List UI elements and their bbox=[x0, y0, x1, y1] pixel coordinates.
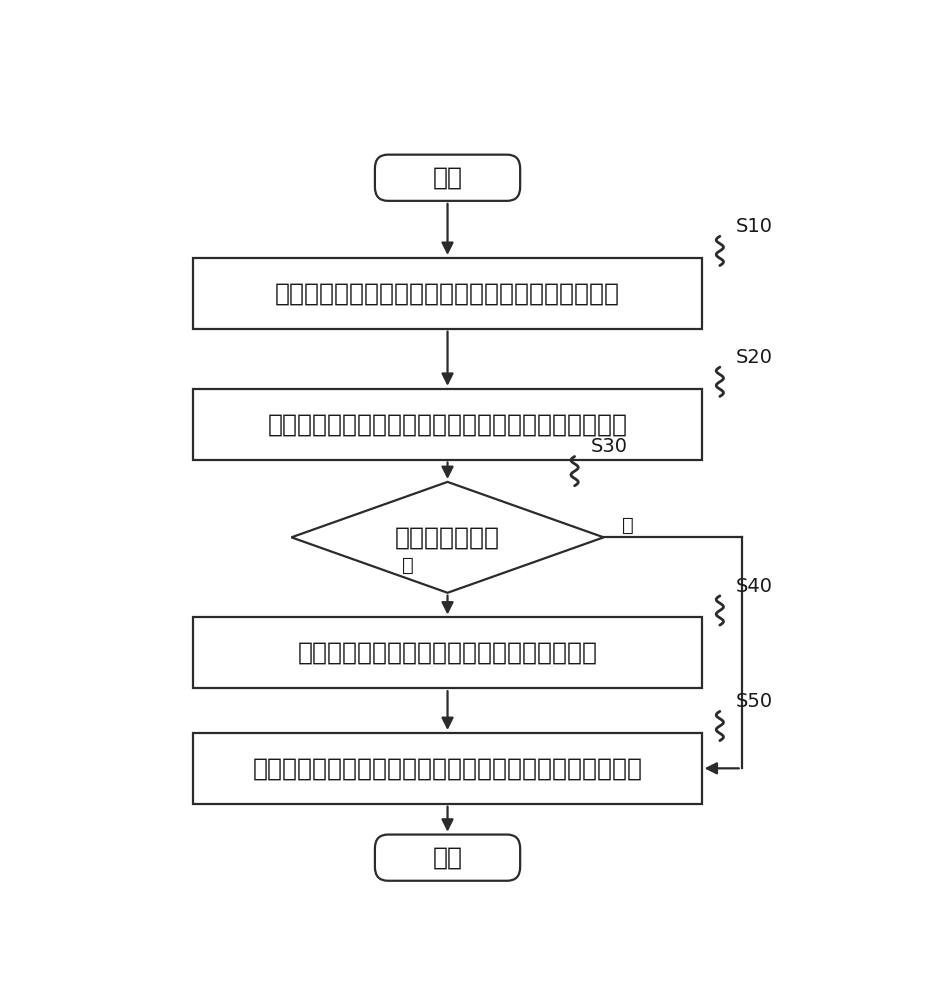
Text: 结束: 结束 bbox=[432, 846, 462, 870]
Text: S50: S50 bbox=[735, 692, 772, 711]
Text: 开始: 开始 bbox=[432, 166, 462, 190]
Text: 是否存在偏离？: 是否存在偏离？ bbox=[395, 525, 500, 549]
Text: S30: S30 bbox=[590, 437, 627, 456]
FancyBboxPatch shape bbox=[374, 155, 519, 201]
FancyBboxPatch shape bbox=[374, 835, 519, 881]
Text: 判断浆距角的采样值的变化是否满足异常特征: 判断浆距角的采样值的变化是否满足异常特征 bbox=[298, 641, 597, 665]
FancyBboxPatch shape bbox=[193, 617, 701, 688]
Text: 是: 是 bbox=[402, 556, 413, 575]
Text: 根据预测函数，确定在多个采样时刻的浆距角的预测值: 根据预测函数，确定在多个采样时刻的浆距角的预测值 bbox=[268, 412, 627, 436]
Text: S40: S40 bbox=[735, 577, 772, 596]
FancyBboxPatch shape bbox=[193, 389, 701, 460]
Text: S10: S10 bbox=[735, 217, 772, 236]
Polygon shape bbox=[291, 482, 603, 593]
Text: S20: S20 bbox=[735, 348, 772, 367]
FancyBboxPatch shape bbox=[193, 733, 701, 804]
FancyBboxPatch shape bbox=[193, 258, 701, 329]
Text: 否: 否 bbox=[622, 516, 633, 535]
Text: 获取风力发电机组在多个采样时刻的浆距角的采样值: 获取风力发电机组在多个采样时刻的浆距角的采样值 bbox=[275, 281, 620, 305]
Text: 根据异常特征的判断结果输出针对变浆控制回路的检测结果: 根据异常特征的判断结果输出针对变浆控制回路的检测结果 bbox=[253, 756, 642, 780]
